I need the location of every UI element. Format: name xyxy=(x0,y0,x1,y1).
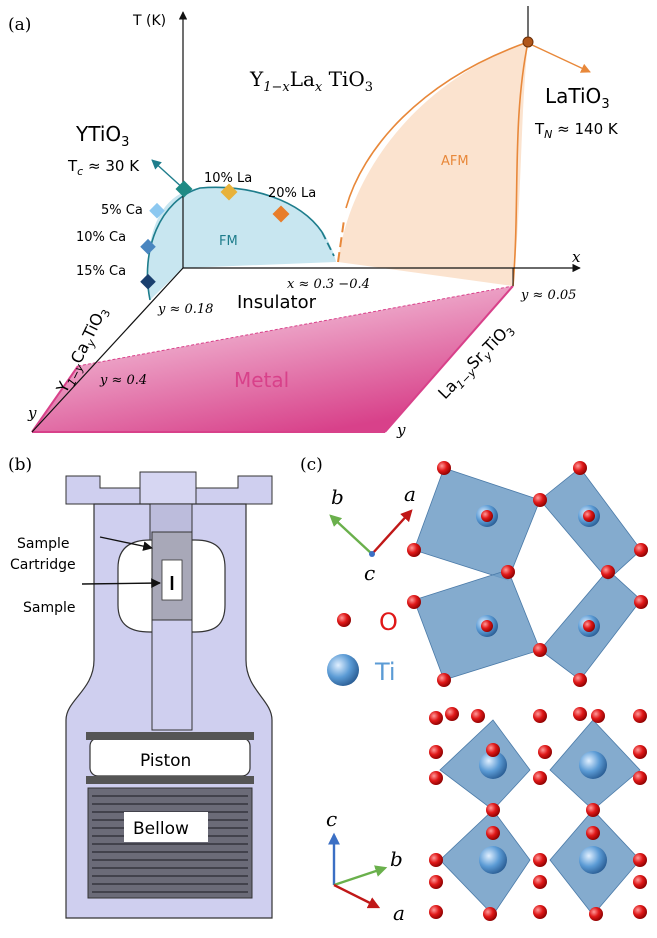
metal-boundary-line xyxy=(77,285,514,367)
axis-c-label-top: c xyxy=(364,561,375,585)
compound-title: Y1−xLax TiO3 xyxy=(249,67,373,95)
axis-b-arrow xyxy=(329,514,373,555)
pressure-cell-drawing xyxy=(65,471,273,919)
fm-boundary-curve xyxy=(146,186,323,301)
metal-label: Metal xyxy=(234,368,289,392)
x-range-label: x ≈ 0.3 −0.4 xyxy=(287,277,370,292)
metal-region xyxy=(32,286,513,432)
la10-marker xyxy=(220,183,238,201)
y-005-label: y ≈ 0.05 xyxy=(520,288,576,303)
axis-b-arrow-bottom xyxy=(333,865,388,887)
oxygen-legend-label: O xyxy=(379,608,398,636)
panel-a-label: (a) xyxy=(8,15,31,35)
ytio3-marker xyxy=(175,180,193,198)
la20-marker xyxy=(272,205,290,223)
la20-label: 20% La xyxy=(268,186,316,201)
y-04-label: y ≈ 0.4 xyxy=(99,373,147,388)
afm-region xyxy=(338,42,528,286)
bellow-label: Bellow xyxy=(133,819,189,839)
tn-label: TN ≈ 140 K xyxy=(534,120,619,141)
oxygen-legend-ball xyxy=(337,613,351,627)
y-axis-right-label: y xyxy=(396,421,406,439)
ytio3-arrow xyxy=(151,159,186,191)
afm-dashed-boundary xyxy=(337,219,345,263)
structure-ab-atoms xyxy=(407,461,648,687)
sample-label: Sample xyxy=(23,600,76,616)
tc-label: Tc ≈ 30 K xyxy=(67,157,140,178)
piston-label: Piston xyxy=(140,751,191,771)
sample-cartridge-label-1: Sample xyxy=(17,536,70,552)
sample-cartridge-label-2: Cartridge xyxy=(10,557,76,573)
axis-b-label-bottom: b xyxy=(390,847,403,871)
latio3-arrow xyxy=(529,43,591,73)
axis-a-arrow-bottom xyxy=(333,883,381,909)
ca15-marker xyxy=(140,273,156,290)
ca5-marker xyxy=(149,202,165,219)
panel-c-label: (c) xyxy=(300,455,323,475)
axis-a-arrow xyxy=(371,509,413,555)
ca10-label: 10% Ca xyxy=(76,230,126,245)
ca10-marker xyxy=(140,238,156,255)
insulator-label: Insulator xyxy=(237,292,317,313)
fm-region xyxy=(148,187,336,300)
axis-a-label-top: a xyxy=(404,482,416,506)
la10-label: 10% La xyxy=(204,171,252,186)
axis-c-label-bottom: c xyxy=(326,807,337,831)
panel-b-label: (b) xyxy=(8,455,32,475)
axis-b-label-top: b xyxy=(331,485,344,509)
axis-c-dot xyxy=(369,551,375,557)
afm-boundary-curve xyxy=(345,41,529,209)
latio3-marker xyxy=(522,36,534,48)
t-axis-label: T (K) xyxy=(132,13,166,29)
afm-side-curve xyxy=(512,41,529,287)
x-axis-label: x xyxy=(572,248,581,266)
axis-a-label-bottom: a xyxy=(393,901,405,925)
fm-dashed-boundary xyxy=(321,231,335,257)
fm-label: FM xyxy=(219,234,238,249)
ca5-label: 5% Ca xyxy=(101,203,143,218)
y-axis-left xyxy=(31,267,184,433)
y-axis-left-label: y xyxy=(27,404,37,422)
ytio3-label: YTiO3 xyxy=(75,122,129,150)
y-018-label: y ≈ 0.18 xyxy=(157,302,213,317)
titanium-legend-ball xyxy=(327,654,359,686)
ca15-label: 15% Ca xyxy=(76,264,126,279)
metal-left-edge xyxy=(31,365,79,433)
structure-side-atoms xyxy=(429,707,647,921)
titanium-legend-label: Ti xyxy=(374,658,396,686)
afm-label: AFM xyxy=(441,154,469,169)
metal-right-edge xyxy=(384,285,514,433)
latio3-label: LaTiO3 xyxy=(545,84,610,112)
